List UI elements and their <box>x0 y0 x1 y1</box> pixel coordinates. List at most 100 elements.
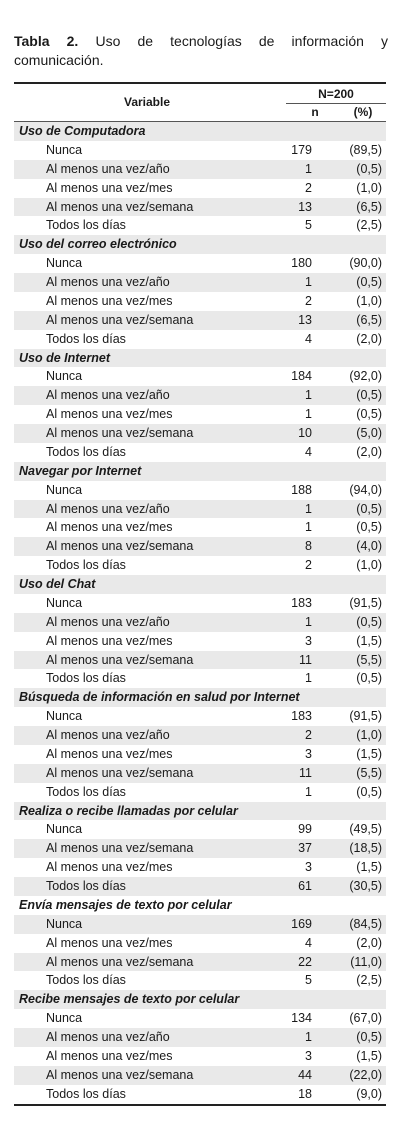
table-header: Variable N=200 n (%) <box>14 84 386 121</box>
row-label: Al menos una vez/semana <box>46 765 194 780</box>
row-count: 183 <box>291 595 312 610</box>
row-label: Todos los días <box>46 444 126 459</box>
row-percent: (0,5) <box>356 520 382 535</box>
table-row: Al menos una vez/mes 2 (1,0) <box>14 179 386 198</box>
table-row: Nunca 183 (91,5) <box>14 707 386 726</box>
section-header: Realiza o recibe llamadas por celular <box>14 801 386 821</box>
row-label: Todos los días <box>46 331 126 346</box>
row-label: Al menos una vez/año <box>46 501 170 516</box>
section-header: Uso del correo electrónico <box>14 235 386 255</box>
row-percent: (1,5) <box>356 860 382 875</box>
table-row: Todos los días 18 (9,0) <box>14 1085 386 1104</box>
row-percent: (4,0) <box>356 539 382 554</box>
table-row: Al menos una vez/mes 3 (1,5) <box>14 1047 386 1066</box>
row-count: 183 <box>291 709 312 724</box>
row-percent: (1,5) <box>356 746 382 761</box>
table-row: Al menos una vez/mes 4 (2,0) <box>14 934 386 953</box>
row-label: Al menos una vez/mes <box>46 1048 173 1063</box>
row-count: 44 <box>298 1067 312 1082</box>
table-row: Nunca 169 (84,5) <box>14 914 386 934</box>
row-label: Al menos una vez/mes <box>46 180 173 195</box>
row-percent: (91,5) <box>349 595 382 610</box>
row-count: 3 <box>305 746 312 761</box>
row-percent: (11,0) <box>350 954 382 969</box>
table-row: Todos los días 2 (1,0) <box>14 556 386 575</box>
row-percent: (84,5) <box>349 916 382 931</box>
row-percent: (0,5) <box>356 275 382 289</box>
row-count: 13 <box>298 199 312 214</box>
row-percent: (5,5) <box>356 652 382 667</box>
table-row: Al menos una vez/año 1 (0,5) <box>14 159 386 179</box>
table-row: Al menos una vez/semana 44 (22,0) <box>14 1065 386 1085</box>
table-row: Nunca 184 (92,0) <box>14 367 386 386</box>
row-count: 134 <box>291 1011 312 1026</box>
row-percent: (0,5) <box>356 388 382 403</box>
row-percent: (1,5) <box>356 1048 382 1063</box>
row-label: Nunca <box>46 595 83 610</box>
row-label: Al menos una vez/año <box>46 614 170 629</box>
table-row: Al menos una vez/mes 2 (1,0) <box>14 292 386 311</box>
row-percent: (0,5) <box>356 1030 382 1044</box>
row-count: 4 <box>305 935 312 950</box>
row-label: Al menos una vez/semana <box>46 841 194 856</box>
row-label: Al menos una vez/semana <box>46 539 194 554</box>
table-row: Al menos una vez/mes 3 (1,5) <box>14 632 386 651</box>
table-row: Al menos una vez/año 1 (0,5) <box>14 1028 386 1047</box>
row-count: 2 <box>305 293 312 308</box>
row-count: 11 <box>299 652 312 667</box>
row-percent: (1,0) <box>356 293 382 308</box>
row-count: 2 <box>305 180 312 195</box>
row-label: Al menos una vez/mes <box>46 746 173 761</box>
row-count: 1 <box>305 614 312 629</box>
row-count: 1 <box>305 784 312 799</box>
table-row: Al menos una vez/mes 3 (1,5) <box>14 858 386 877</box>
table-row: Todos los días 5 (2,5) <box>14 971 386 990</box>
row-percent: (1,0) <box>356 728 382 742</box>
row-label: Al menos una vez/año <box>46 388 170 403</box>
row-percent: (0,5) <box>356 501 382 516</box>
table-row: Nunca 134 (67,0) <box>14 1009 386 1028</box>
row-label: Todos los días <box>46 973 126 988</box>
row-percent: (0,5) <box>356 784 382 799</box>
row-percent: (2,0) <box>356 935 382 950</box>
table-row: Al menos una vez/año 1 (0,5) <box>14 612 386 632</box>
row-count: 1 <box>305 275 312 289</box>
row-label: Al menos una vez/mes <box>46 633 173 648</box>
row-percent: (91,5) <box>349 709 382 724</box>
row-percent: (2,5) <box>356 218 382 233</box>
row-count: 61 <box>298 879 312 893</box>
row-percent: (0,5) <box>356 614 382 629</box>
table-caption: Tabla 2. Uso de tecnologías de informaci… <box>14 32 388 70</box>
row-percent: (30,5) <box>349 879 382 893</box>
table-row: Todos los días 4 (2,0) <box>14 330 386 349</box>
table-row: Al menos una vez/semana 37 (18,5) <box>14 839 386 859</box>
row-count: 13 <box>298 312 312 327</box>
row-percent: (1,0) <box>356 180 382 195</box>
row-percent: (5,0) <box>356 426 382 440</box>
row-count: 1 <box>305 388 312 403</box>
row-label: Al menos una vez/mes <box>46 293 173 308</box>
row-percent: (0,5) <box>356 671 382 686</box>
header-n: n <box>311 105 319 119</box>
row-label: Al menos una vez/semana <box>46 199 194 214</box>
table-row: Al menos una vez/semana 11 (5,5) <box>14 650 386 670</box>
row-label: Al menos una vez/semana <box>46 312 194 327</box>
table-row: Al menos una vez/mes 3 (1,5) <box>14 745 386 764</box>
table-row: Al menos una vez/año 1 (0,5) <box>14 499 386 519</box>
data-table: Variable N=200 n (%) Uso de Computadora N… <box>14 82 386 1106</box>
row-percent: (49,5) <box>349 822 382 837</box>
row-percent: (67,0) <box>349 1011 382 1026</box>
row-count: 4 <box>305 444 312 459</box>
table-row: Todos los días 61 (30,5) <box>14 877 386 896</box>
row-percent: (6,5) <box>356 312 382 327</box>
table-row: Nunca 180 (90,0) <box>14 254 386 273</box>
row-label: Al menos una vez/mes <box>46 860 173 875</box>
row-count: 3 <box>305 1048 312 1063</box>
row-percent: (5,5) <box>356 765 382 780</box>
section-header: Uso de Internet <box>14 348 386 368</box>
row-label: Nunca <box>46 709 83 724</box>
row-percent: (9,0) <box>356 1086 382 1101</box>
row-label: Todos los días <box>46 1086 126 1101</box>
row-percent: (2,0) <box>356 444 382 459</box>
table-row: Todos los días 1 (0,5) <box>14 669 386 688</box>
